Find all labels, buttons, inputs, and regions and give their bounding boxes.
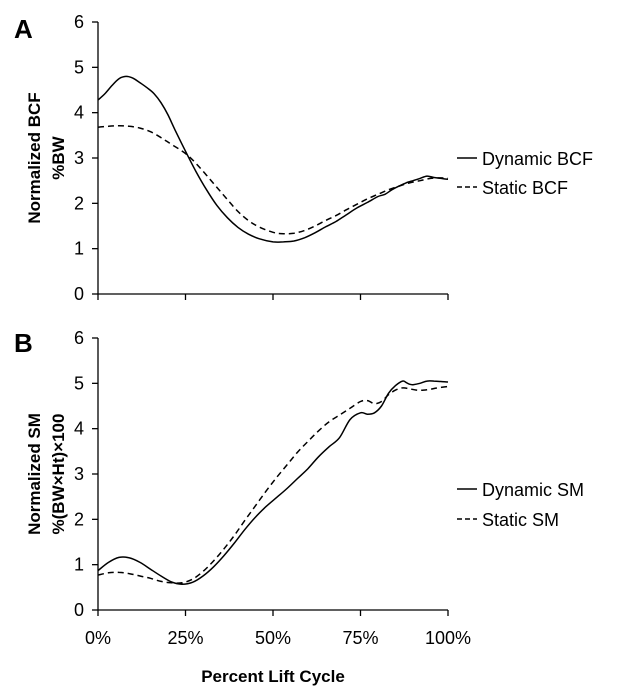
ticks-group: 0 1 2 3 4 5 6 0% 25% 50% 75% 100% <box>74 328 471 648</box>
x-axis-title: Percent Lift Cycle <box>201 667 345 686</box>
legend: Dynamic BCF Static BCF <box>457 149 593 198</box>
panel-letter: B <box>14 328 33 358</box>
y-axis-title-line2: %(BW×Ht)×100 <box>49 414 68 535</box>
y-tick-label: 6 <box>74 328 84 348</box>
legend: Dynamic SM Static SM <box>457 480 584 530</box>
x-tick-label: 25% <box>167 628 203 648</box>
series-line-solid <box>97 75 449 243</box>
y-tick-label: 2 <box>74 509 84 529</box>
series-line-dashed <box>97 385 449 584</box>
y-tick-label: 3 <box>74 464 84 484</box>
ticks-group: 0 1 2 3 4 5 6 <box>74 12 449 304</box>
x-tick-label: 75% <box>342 628 378 648</box>
legend-label: Dynamic BCF <box>482 149 593 169</box>
y-tick-label: 1 <box>74 239 84 259</box>
legend-label: Dynamic SM <box>482 480 584 500</box>
panel-letter: A <box>14 14 33 44</box>
x-tick-label: 100% <box>425 628 471 648</box>
y-axis-title-line1: Normalized SM <box>25 413 44 535</box>
series-group <box>97 380 449 585</box>
y-tick-label: 5 <box>74 373 84 393</box>
y-axis-title-line2: %BW <box>49 135 68 179</box>
y-axis-title-line1: Normalized BCF <box>25 92 44 223</box>
y-tick-label: 1 <box>74 555 84 575</box>
y-tick-label: 4 <box>74 103 84 123</box>
legend-label: Static BCF <box>482 178 568 198</box>
y-tick-label: 0 <box>74 284 84 304</box>
y-tick-label: 3 <box>74 148 84 168</box>
y-tick-label: 2 <box>74 193 84 213</box>
x-tick-label: 0% <box>85 628 111 648</box>
series-group <box>97 75 449 243</box>
y-tick-label: 0 <box>74 600 84 620</box>
series-line-dashed <box>97 125 449 235</box>
y-tick-label: 4 <box>74 419 84 439</box>
x-tick-label: 50% <box>255 628 291 648</box>
y-tick-label: 5 <box>74 57 84 77</box>
legend-label: Static SM <box>482 510 559 530</box>
panel-b: B Normalized SM %(BW×Ht)×100 0 1 2 3 4 5 6 0% 25… <box>14 328 584 648</box>
y-tick-label: 6 <box>74 12 84 32</box>
panel-a: A Normalized BCF %BW 0 1 2 3 4 5 6 Dynamic BCF… <box>14 12 593 304</box>
series-line-solid <box>97 380 449 585</box>
